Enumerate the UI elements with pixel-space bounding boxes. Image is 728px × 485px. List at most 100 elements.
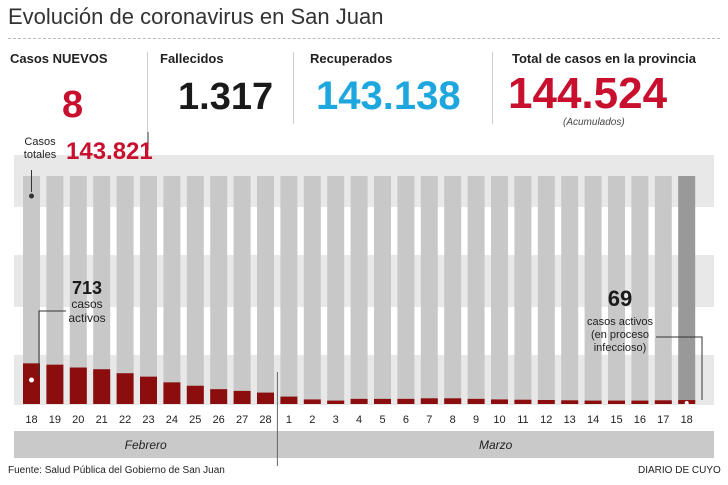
x-tick-label: 6 — [403, 414, 409, 426]
active-cases-bar — [654, 400, 672, 404]
total-cases-bar — [140, 176, 157, 404]
total-cases-label-line: Casos — [24, 136, 56, 148]
total-note: (Acumulados) — [563, 117, 625, 128]
total-cases-bar — [210, 176, 228, 404]
total-cases-bar — [654, 176, 672, 404]
total-cases-bar — [467, 176, 485, 404]
active-cases-bar — [93, 369, 111, 404]
x-tick-label: 26 — [213, 414, 225, 426]
total-cases-bar — [420, 176, 438, 404]
total-cases-bar — [491, 176, 508, 404]
annotation-leader-lines — [31, 132, 703, 400]
active-cases-bar — [350, 398, 368, 404]
x-tick-label: 28 — [259, 414, 271, 426]
x-tick-label: 20 — [72, 414, 84, 426]
x-tick-label: 1 — [286, 414, 292, 426]
active-case-bars — [23, 363, 696, 404]
new-cases-value: 8 — [62, 84, 84, 126]
total-cases-label-line: totales — [23, 149, 57, 161]
kpi-divider — [492, 52, 493, 124]
active-cases-bar — [280, 396, 298, 404]
title-divider — [8, 38, 720, 39]
total-cases-bar — [374, 176, 391, 404]
x-tick-label: 16 — [634, 414, 646, 426]
total-bars — [23, 176, 696, 404]
active-cases-bar — [420, 398, 438, 404]
active-cases-bar — [23, 363, 40, 404]
active-cases-bar — [69, 367, 87, 404]
month-strip-background — [14, 431, 714, 458]
active-cases-bar — [257, 392, 274, 404]
x-tick-label: 25 — [189, 414, 201, 426]
total-cases-bar — [444, 176, 462, 404]
total-cases-bar — [678, 176, 696, 404]
x-tick-label: 17 — [657, 414, 669, 426]
total-cases-bar — [514, 176, 532, 404]
start-active-value: 713 — [71, 278, 103, 298]
active-cases-bar — [140, 376, 157, 404]
leader-line — [656, 336, 703, 400]
x-tick-label: 15 — [610, 414, 622, 426]
total-cases-bar — [537, 176, 555, 404]
total-cases-bar — [69, 176, 87, 404]
month-label: Marzo — [479, 438, 513, 452]
x-tick-label: 23 — [142, 414, 154, 426]
active-cases-bar — [374, 398, 391, 404]
active-cases-bar — [116, 373, 134, 404]
active-cases-bar — [303, 399, 321, 404]
total-cases-bar — [280, 176, 298, 404]
recovered-label: Recuperados — [310, 51, 393, 66]
active-cases-bar — [584, 400, 602, 404]
total-cases-bar — [163, 176, 181, 404]
active-cases-bar — [467, 398, 485, 404]
x-tick-label: 10 — [493, 414, 505, 426]
x-tick-label: 8 — [450, 414, 456, 426]
deaths-label: Fallecidos — [160, 51, 224, 66]
total-cases-bar — [23, 176, 40, 404]
end-annotation-line: infeccioso) — [593, 342, 647, 354]
new-cases-label: Casos NUEVOS — [10, 51, 108, 66]
total-cases-bar — [116, 176, 134, 404]
total-cases-bar — [608, 176, 625, 404]
x-tick-label: 24 — [166, 414, 178, 426]
x-tick-label: 5 — [379, 414, 385, 426]
recovered-value: 143.138 — [316, 74, 461, 118]
x-tick-label: 12 — [540, 414, 552, 426]
total-cases-bar — [631, 176, 649, 404]
active-cases-bar — [608, 400, 625, 404]
total-cases-bar — [584, 176, 602, 404]
total-cases-label: Casos totales — [23, 136, 57, 162]
deaths-value: 1.317 — [178, 76, 274, 118]
active-cases-bar — [491, 399, 508, 404]
month-strip: Febrero Marzo — [14, 372, 714, 466]
x-tick-label: 3 — [333, 414, 339, 426]
x-tick-label: 18 — [25, 414, 37, 426]
total-cases-bar — [46, 176, 64, 404]
total-cases-bar — [303, 176, 321, 404]
active-cases-bar — [163, 382, 181, 404]
end-annotation: 69 casos activos (en proceso infeccioso) — [576, 287, 664, 355]
active-cases-bar — [397, 398, 415, 404]
page-title: Evolución de coronavirus en San Juan — [8, 4, 384, 29]
bar-marker-dot — [29, 193, 34, 199]
leader-line — [38, 310, 66, 376]
active-cases-bar — [631, 400, 649, 404]
x-tick-label: 27 — [236, 414, 248, 426]
total-cases-bar — [93, 176, 111, 404]
x-tick-label: 19 — [49, 414, 61, 426]
x-tick-label: 7 — [426, 414, 432, 426]
x-tick-label: 13 — [564, 414, 576, 426]
end-annotation-line: (en proceso — [590, 329, 650, 341]
active-cases-bar — [186, 385, 204, 404]
bar-markers — [29, 193, 689, 405]
kpi-divider — [293, 52, 294, 124]
total-cases-bar — [186, 176, 204, 404]
x-tick-label: 18 — [681, 414, 693, 426]
source-note: Fuente: Salud Pública del Gobierno de Sa… — [8, 465, 225, 476]
kpi-divider — [147, 52, 148, 132]
x-tick-label: 14 — [587, 414, 599, 426]
bar-marker-dot — [29, 377, 34, 383]
total-cases-bar — [233, 176, 251, 404]
active-cases-bar — [210, 389, 228, 404]
active-cases-bar — [561, 400, 579, 404]
